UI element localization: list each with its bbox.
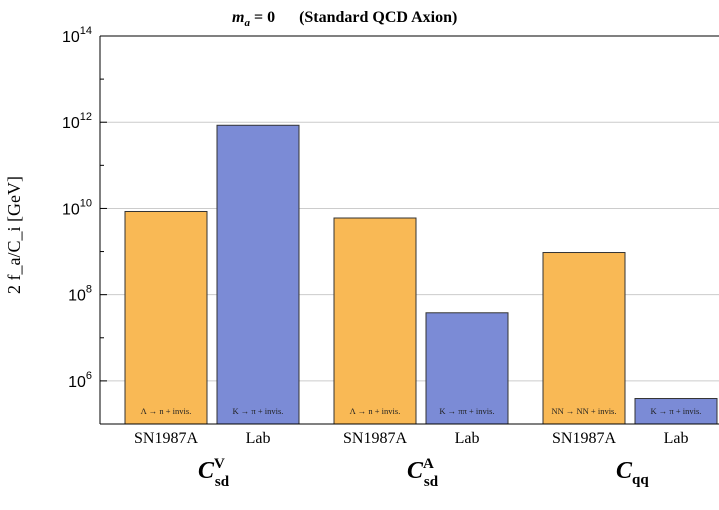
category-label: Lab (455, 430, 480, 447)
bar-sn1987a (542, 252, 626, 425)
y-ticks: 106 108 1010 1012 1014 (62, 25, 92, 391)
category-label: Lab (246, 430, 271, 447)
title-text: (Standard QCD Axion) (299, 9, 457, 26)
category-labels: SN1987A Lab SN1987A Lab SN1987A Lab (134, 430, 688, 447)
y-tick-label: 108 (68, 284, 92, 305)
group-labels: CV sd CA sd Cqq (198, 456, 649, 490)
category-label: SN1987A (134, 430, 198, 447)
y-tick-label: 1012 (62, 111, 92, 132)
category-label: Lab (664, 430, 689, 447)
bar-process-label: Λ → n + invis. (350, 406, 401, 416)
title-math-subscript: a (244, 17, 250, 29)
title-math-rest: = 0 (250, 9, 275, 26)
bars: Λ → n + invis. K → π + invis. Λ → n + invi… (124, 124, 718, 425)
group-label: CA sd (407, 456, 439, 490)
bar-process-label: Λ → n + invis. (141, 406, 192, 416)
bar-process-label: K → π + invis. (233, 406, 284, 416)
chart-title: ma = 0 (Standard QCD Axion) (232, 9, 457, 29)
bar-process-label: NN → NN + invis. (551, 406, 616, 416)
group-label: CV sd (198, 456, 230, 490)
title-math-symbol: m (232, 9, 244, 26)
bar-lab (425, 312, 509, 425)
bar-sn1987a (333, 217, 417, 425)
bar-process-label: K → π + invis. (651, 406, 702, 416)
category-label: SN1987A (343, 430, 407, 447)
category-label: SN1987A (552, 430, 616, 447)
y-tick-label: 106 (68, 370, 92, 391)
bar-process-label: K → ππ + invis. (439, 406, 494, 416)
y-axis-label: 2 f_a/C_i [GeV] (4, 176, 24, 294)
bar-lab (216, 124, 300, 425)
y-tick-label: 1014 (62, 25, 92, 46)
group-label: Cqq (616, 458, 649, 488)
bar-sn1987a (124, 210, 208, 425)
y-tick-label: 1010 (62, 197, 92, 218)
axes (99, 35, 719, 425)
